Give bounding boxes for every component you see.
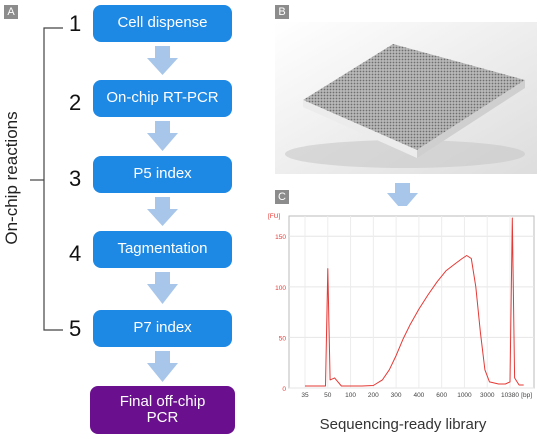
- down-arrow-1: [147, 46, 178, 75]
- x-tick-label: 200: [368, 392, 379, 399]
- step-number-3: 3: [69, 166, 82, 191]
- panel-label-c: C: [275, 190, 289, 204]
- final-step-line-1: Final off-chip: [119, 392, 206, 410]
- down-arrow-5: [147, 351, 178, 382]
- step-number-5: 5: [69, 316, 82, 341]
- y-tick-label: 150: [275, 234, 286, 241]
- down-arrow-4: [147, 272, 178, 304]
- step-number-2: 2: [69, 90, 82, 115]
- step-number-4: 4: [69, 241, 82, 266]
- step-on-chip-rt-pcr: On-chip RT-PCR: [93, 80, 232, 117]
- down-arrow-2: [147, 121, 178, 151]
- chart-caption: Sequencing-ready library: [319, 416, 487, 433]
- down-arrow-b-to-c: [387, 183, 418, 211]
- final-step-line-2: PCR: [146, 409, 179, 426]
- x-tick-label: 400: [413, 392, 424, 399]
- y-tick-label: 100: [275, 285, 286, 292]
- panel-label-a: A: [4, 5, 18, 19]
- x-tick-label: 50: [324, 392, 332, 399]
- step-p5-index: P5 index: [93, 156, 232, 193]
- step-number-1: 1: [69, 11, 82, 36]
- x-tick-label: 300: [391, 392, 402, 399]
- step-p7-index: P7 index: [93, 310, 232, 347]
- x-tick-label: 3000: [480, 392, 495, 399]
- x-tick-label: 1000: [457, 392, 472, 399]
- x-tick-label: 100: [345, 392, 356, 399]
- y-tick-label: 50: [279, 335, 287, 342]
- x-tick-label: 10380: [501, 392, 519, 399]
- down-arrow-3: [147, 197, 178, 226]
- bracket: [30, 27, 63, 331]
- x-axis-label: [bp]: [521, 392, 532, 399]
- trace-line: [305, 217, 524, 387]
- y-axis-label: [FU]: [268, 213, 280, 220]
- electropherogram-chart: 0 50 100 150 35 50 100 200 300 400 600 1000 3000 1038…: [262, 206, 539, 406]
- step-final-off-chip-pcr: Final off-chip PCR: [90, 386, 235, 434]
- chart-background: [262, 206, 539, 406]
- x-tick-label: 600: [436, 392, 447, 399]
- chip-image: [275, 22, 537, 174]
- panel-label-b: B: [275, 5, 289, 19]
- step-cell-dispense: Cell dispense: [93, 5, 232, 42]
- y-tick-label: 0: [282, 386, 286, 393]
- x-tick-label: 35: [301, 392, 309, 399]
- step-tagmentation: Tagmentation: [93, 231, 232, 268]
